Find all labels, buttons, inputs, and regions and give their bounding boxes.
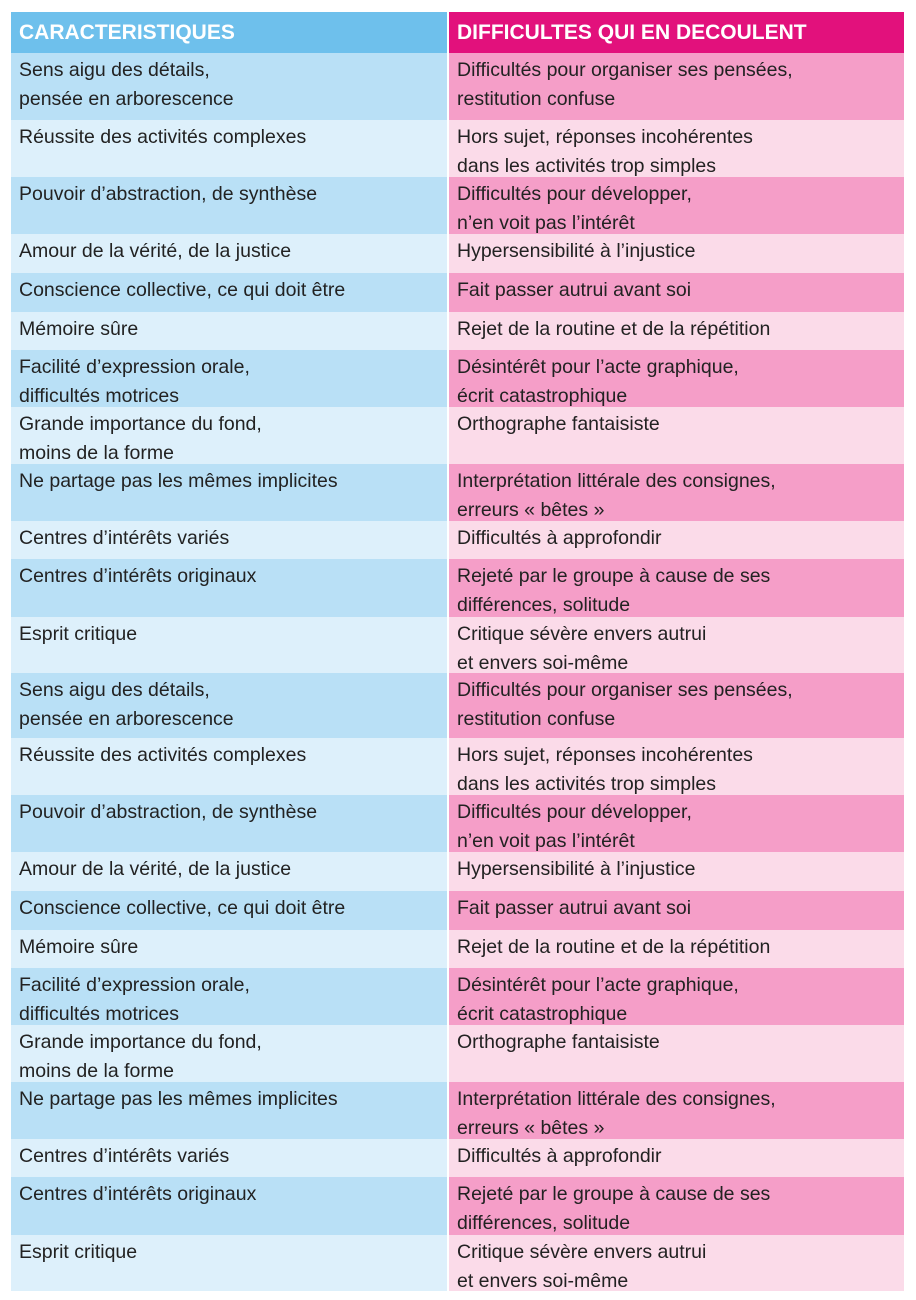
characteristics-table: CARACTERISTIQUES DIFFICULTES QUI EN DECO… [11,12,904,1291]
difficulty-cell: Critique sévère envers autrui et envers … [447,617,904,673]
difficulty-cell: Difficultés à approfondir [447,1139,904,1177]
table-row: Centres d’intérêts originaux Rejeté par l… [11,559,904,617]
table-row: Ne partage pas les mêmes implicites Inter… [11,1082,904,1139]
table-row: Esprit critique Critique sévère envers au… [11,1235,904,1291]
difficulty-cell: Rejet de la routine et de la répétition [447,312,904,350]
characteristic-cell: Centres d’intérêts variés [11,1139,447,1177]
difficulty-cell: Difficultés pour développer, n’en voit p… [447,177,904,234]
characteristic-cell: Grande importance du fond, moins de la f… [11,1025,447,1082]
table-row: Pouvoir d’abstraction, de synthèse Diffic… [11,177,904,234]
characteristic-cell: Pouvoir d’abstraction, de synthèse [11,177,447,234]
characteristic-cell: Mémoire sûre [11,930,447,968]
characteristic-cell: Grande importance du fond, moins de la f… [11,407,447,464]
header-difficulties: DIFFICULTES QUI EN DECOULENT [447,12,904,53]
table-row: Grande importance du fond, moins de la f… [11,1025,904,1082]
difficulty-cell: Hypersensibilité à l’injustice [447,852,904,891]
difficulty-cell: Difficultés pour développer, n’en voit p… [447,795,904,852]
difficulty-cell: Fait passer autrui avant soi [447,891,904,930]
header-characteristics: CARACTERISTIQUES [11,12,447,53]
table-row: Amour de la vérité, de la justice Hyperse… [11,852,904,891]
difficulty-cell: Orthographe fantaisiste [447,1025,904,1082]
table-row: Conscience collective, ce qui doit être F… [11,273,904,312]
table-row: Conscience collective, ce qui doit être F… [11,891,904,930]
difficulty-cell: Difficultés à approfondir [447,521,904,559]
difficulty-cell: Rejet de la routine et de la répétition [447,930,904,968]
table-header: CARACTERISTIQUES DIFFICULTES QUI EN DECO… [11,12,904,53]
table-row: Grande importance du fond, moins de la f… [11,407,904,464]
characteristic-cell: Amour de la vérité, de la justice [11,234,447,273]
characteristic-cell: Sens aigu des détails, pensée en arbores… [11,53,447,120]
characteristic-cell: Esprit critique [11,1235,447,1291]
characteristic-cell: Réussite des activités complexes [11,738,447,795]
difficulty-cell: Désintérêt pour l’acte graphique, écrit … [447,350,904,407]
table-row: Pouvoir d’abstraction, de synthèse Diffic… [11,795,904,852]
table-row: Centres d’intérêts variés Difficultés à a… [11,521,904,559]
characteristic-cell: Facilité d’expression orale, difficultés… [11,350,447,407]
table-row: Amour de la vérité, de la justice Hyperse… [11,234,904,273]
characteristic-cell: Esprit critique [11,617,447,673]
characteristic-cell: Centres d’intérêts variés [11,521,447,559]
difficulty-cell: Hors sujet, réponses incohérentes dans l… [447,120,904,177]
difficulty-cell: Fait passer autrui avant soi [447,273,904,312]
table-row: Ne partage pas les mêmes implicites Inter… [11,464,904,521]
table-row: Esprit critique Critique sévère envers au… [11,617,904,673]
table-body: Sens aigu des détails, pensée en arbores… [11,53,904,1291]
characteristic-cell: Réussite des activités complexes [11,120,447,177]
difficulty-cell: Difficultés pour organiser ses pensées, … [447,53,904,120]
table-row: Centres d’intérêts originaux Rejeté par l… [11,1177,904,1235]
characteristic-cell: Facilité d’expression orale, difficultés… [11,968,447,1025]
difficulty-cell: Hypersensibilité à l’injustice [447,234,904,273]
difficulty-cell: Rejeté par le groupe à cause de ses diff… [447,559,904,617]
table-row: Mémoire sûre Rejet de la routine et de la… [11,312,904,350]
difficulty-cell: Interprétation littérale des consignes, … [447,1082,904,1139]
difficulty-cell: Rejeté par le groupe à cause de ses diff… [447,1177,904,1235]
characteristic-cell: Centres d’intérêts originaux [11,559,447,617]
difficulty-cell: Interprétation littérale des consignes, … [447,464,904,521]
table-row: Mémoire sûre Rejet de la routine et de la… [11,930,904,968]
characteristic-cell: Amour de la vérité, de la justice [11,852,447,891]
characteristic-cell: Mémoire sûre [11,312,447,350]
difficulty-cell: Orthographe fantaisiste [447,407,904,464]
characteristic-cell: Centres d’intérêts originaux [11,1177,447,1235]
table-row: Réussite des activités complexes Hors suj… [11,738,904,795]
difficulty-cell: Critique sévère envers autrui et envers … [447,1235,904,1291]
difficulty-cell: Difficultés pour organiser ses pensées, … [447,673,904,738]
characteristic-cell: Conscience collective, ce qui doit être [11,891,447,930]
table-row: Facilité d’expression orale, difficultés… [11,968,904,1025]
table-row: Centres d’intérêts variés Difficultés à a… [11,1139,904,1177]
difficulty-cell: Hors sujet, réponses incohérentes dans l… [447,738,904,795]
table-row: Sens aigu des détails, pensée en arbores… [11,673,904,738]
characteristic-cell: Conscience collective, ce qui doit être [11,273,447,312]
difficulty-cell: Désintérêt pour l’acte graphique, écrit … [447,968,904,1025]
table-row: Réussite des activités complexes Hors suj… [11,120,904,177]
table-row: Sens aigu des détails, pensée en arbores… [11,53,904,120]
characteristic-cell: Pouvoir d’abstraction, de synthèse [11,795,447,852]
characteristic-cell: Sens aigu des détails, pensée en arbores… [11,673,447,738]
table-row: Facilité d’expression orale, difficultés… [11,350,904,407]
characteristic-cell: Ne partage pas les mêmes implicites [11,464,447,521]
characteristic-cell: Ne partage pas les mêmes implicites [11,1082,447,1139]
